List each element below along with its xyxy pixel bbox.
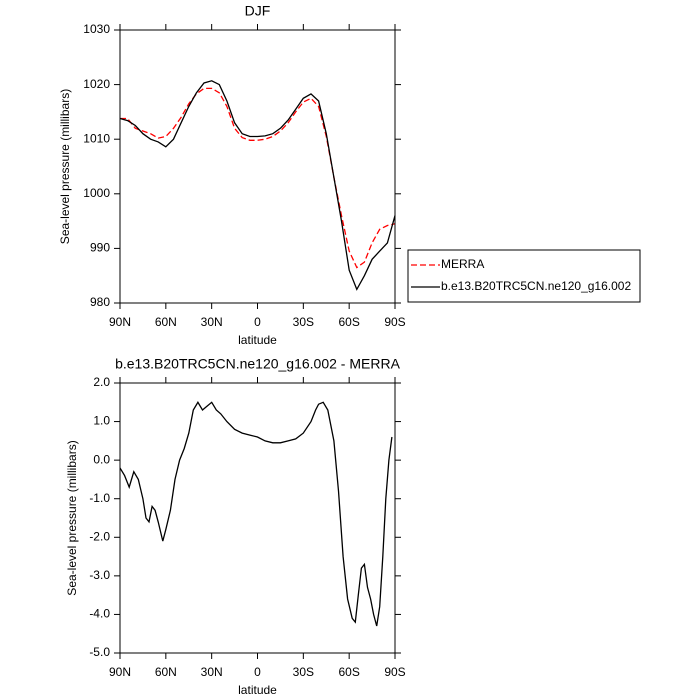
chart-title: b.e13.B20TRC5CN.ne120_g16.002 - MERRA xyxy=(115,356,400,372)
x-tick-label: 60S xyxy=(338,315,359,329)
x-tick-label: 0 xyxy=(254,315,261,329)
x-tick-label: 90N xyxy=(109,665,131,679)
x-tick-label: 30N xyxy=(201,315,223,329)
legend-box xyxy=(407,249,641,303)
x-tick-label: 90N xyxy=(109,315,131,329)
data-line xyxy=(119,80,396,291)
plot-frame xyxy=(119,29,396,304)
chart-title: DJF xyxy=(245,3,271,19)
y-tick-label: 1010 xyxy=(83,131,110,145)
y-tick-label: 0.0 xyxy=(93,452,110,466)
y-tick-label: 1030 xyxy=(83,22,110,36)
x-tick-label: 30N xyxy=(201,665,223,679)
x-tick-label: 90S xyxy=(384,665,405,679)
y-axis-label: Sea-level pressure (millibars) xyxy=(58,89,72,244)
x-tick-label: 60N xyxy=(155,665,177,679)
y-tick-label: -2.0 xyxy=(89,529,110,543)
x-tick-label: 90S xyxy=(384,315,405,329)
y-tick-label: -5.0 xyxy=(89,645,110,659)
plot-frame xyxy=(119,382,396,654)
y-tick-label: 980 xyxy=(90,295,110,309)
y-tick-label: 990 xyxy=(90,241,110,255)
x-tick-label: 60S xyxy=(338,665,359,679)
legend-label: b.e13.B20TRC5CN.ne120_g16.002 xyxy=(441,279,631,293)
data-line xyxy=(120,87,396,269)
y-tick-label: -1.0 xyxy=(89,491,110,505)
x-tick-label: 60N xyxy=(155,315,177,329)
legend-label: MERRA xyxy=(441,257,484,271)
y-tick-label: 1020 xyxy=(83,77,110,91)
x-axis-label: latitude xyxy=(238,333,277,347)
y-axis-label: Sea-level pressure (millibars) xyxy=(65,440,79,595)
y-tick-label: 2.0 xyxy=(93,375,110,389)
x-tick-label: 30S xyxy=(293,315,314,329)
x-tick-label: 0 xyxy=(254,665,261,679)
y-tick-label: 1000 xyxy=(83,186,110,200)
x-tick-label: 30S xyxy=(293,665,314,679)
x-axis-label: latitude xyxy=(238,683,277,697)
data-line xyxy=(119,401,393,627)
y-tick-label: -4.0 xyxy=(89,607,110,621)
y-tick-label: -3.0 xyxy=(89,568,110,582)
y-tick-label: 1.0 xyxy=(93,414,110,428)
